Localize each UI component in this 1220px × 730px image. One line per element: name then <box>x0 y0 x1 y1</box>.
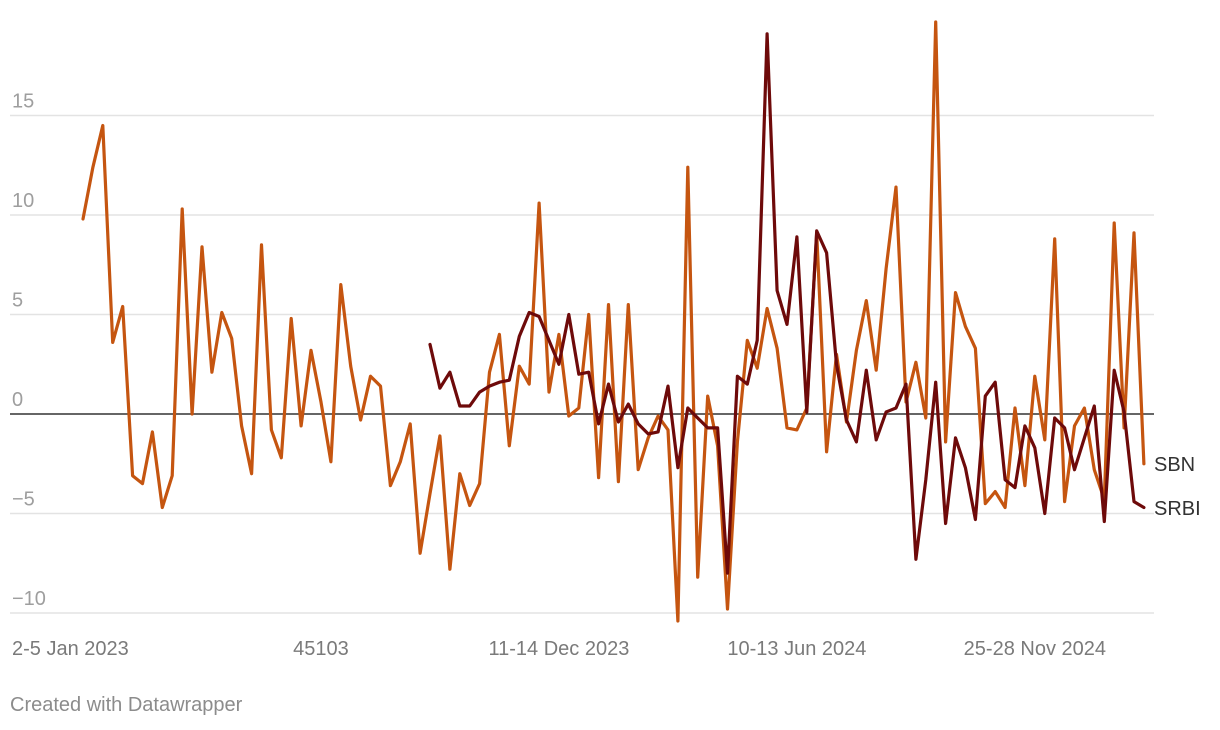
y-tick-label: −10 <box>12 588 46 610</box>
y-tick-label: 5 <box>12 290 23 312</box>
x-tick-label: 45103 <box>293 638 349 660</box>
series-line-srbi <box>428 32 1146 575</box>
x-tick-label: 10-13 Jun 2024 <box>727 638 866 660</box>
series-label-srbi: SRBI <box>1154 498 1201 520</box>
y-tick-label: 0 <box>12 389 23 411</box>
line-chart-svg: 15 10 5 0 −5 −10 2-5 Jan 2023 45103 11-14 Dec 20… <box>10 20 1201 660</box>
x-tick-label: 25-28 Nov 2024 <box>964 638 1106 660</box>
series-line-sbn <box>81 20 1146 623</box>
x-tick-label: 2-5 Jan 2023 <box>12 638 129 660</box>
credit-text: Created with Datawrapper <box>10 694 243 716</box>
series-label-sbn: SBN <box>1154 454 1195 476</box>
y-tick-label: 10 <box>12 190 34 212</box>
y-tick-label: −5 <box>12 489 35 511</box>
y-tick-label: 15 <box>12 91 34 113</box>
x-tick-label: 11-14 Dec 2023 <box>489 638 630 660</box>
